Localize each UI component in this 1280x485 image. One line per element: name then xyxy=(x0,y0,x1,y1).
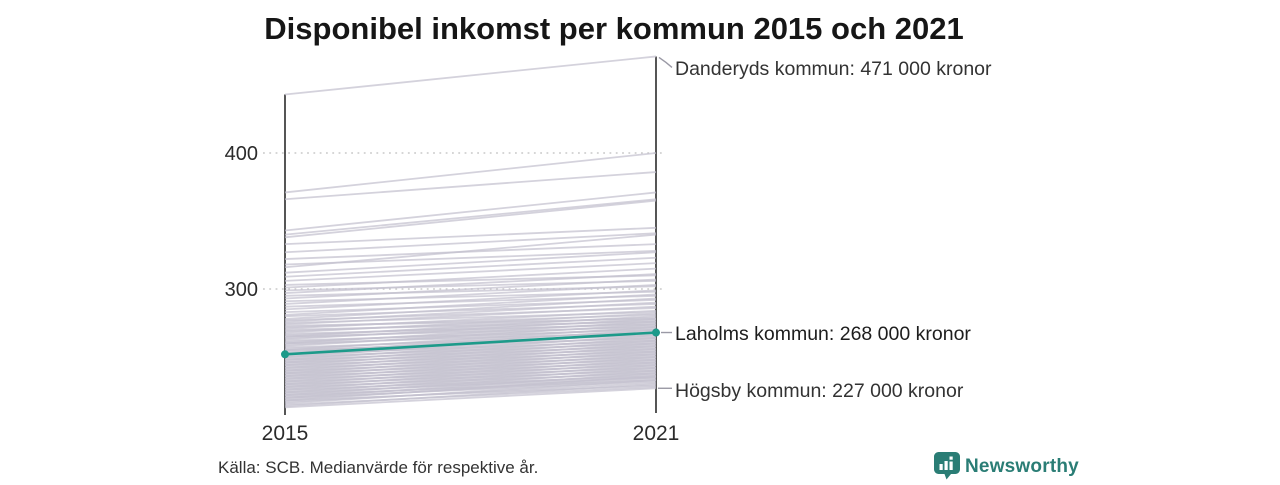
slope-line xyxy=(284,294,657,308)
slope-line xyxy=(284,375,657,391)
y-tick-300: 300 xyxy=(225,279,258,301)
slope-line xyxy=(284,267,657,289)
slope-line xyxy=(284,298,657,314)
slope-line xyxy=(284,342,657,358)
highlighted-series-line xyxy=(281,328,660,359)
slope-line xyxy=(284,256,657,278)
slope-line xyxy=(284,262,657,282)
slope-line xyxy=(284,384,657,402)
slope-line xyxy=(284,274,657,286)
slope-line xyxy=(284,303,657,318)
x-tick-2015: 2015 xyxy=(262,422,309,445)
newsworthy-logo: Newsworthy xyxy=(934,452,1079,480)
slope-line xyxy=(284,386,657,406)
newsworthy-wordmark: Newsworthy xyxy=(965,456,1079,477)
newsworthy-logo-icon xyxy=(934,452,960,480)
annotation-leader-lines xyxy=(658,56,673,389)
gridlines xyxy=(263,152,665,290)
slope-line xyxy=(284,152,657,194)
slope-line xyxy=(284,279,657,292)
slope-line xyxy=(284,320,657,331)
slope-line xyxy=(284,339,657,356)
slope-line xyxy=(284,171,657,201)
slope-line xyxy=(284,372,657,388)
slope-line xyxy=(284,361,657,377)
slope-line xyxy=(284,345,657,361)
slope-line xyxy=(284,369,657,386)
slope-line xyxy=(284,233,657,269)
logo-bar-small xyxy=(939,464,943,470)
slope-line xyxy=(284,55,657,96)
slope-line xyxy=(284,331,657,345)
highlight-line xyxy=(284,331,657,356)
x-tick-2021: 2021 xyxy=(633,422,680,445)
slope-line xyxy=(284,251,657,274)
slope-line xyxy=(284,311,657,324)
slope-line xyxy=(284,358,657,375)
slope-line xyxy=(284,347,657,364)
y-tick-400: 400 xyxy=(225,143,258,165)
slope-line xyxy=(284,364,657,380)
slope-line xyxy=(284,191,657,232)
leader-danderyd xyxy=(658,56,673,68)
chart-title: Disponibel inkomst per kommun 2015 och 2… xyxy=(264,11,963,46)
slope-line xyxy=(284,307,657,322)
slope-line xyxy=(284,323,657,335)
highlight-point-2015 xyxy=(281,350,289,359)
logo-exclamation-dot xyxy=(949,456,953,460)
slope-line xyxy=(284,380,657,399)
highlight-point-2021 xyxy=(652,328,660,337)
logo-bar-medium xyxy=(944,461,948,470)
source-note: Källa: SCB. Medianvärde för respektive å… xyxy=(218,458,538,477)
slope-line xyxy=(284,350,657,367)
slope-line xyxy=(284,387,657,409)
slope-line xyxy=(284,328,657,342)
slope-lines xyxy=(284,55,657,409)
slope-line xyxy=(284,199,657,239)
annotation-laholm: Laholms kommun: 268 000 kronor xyxy=(675,323,971,345)
slope-line xyxy=(284,376,657,394)
annotation-hogsby: Högsby kommun: 227 000 kronor xyxy=(675,380,964,402)
slope-line xyxy=(284,379,657,396)
slope-line xyxy=(284,198,657,236)
annotation-danderyd: Danderyds kommun: 471 000 kronor xyxy=(675,58,992,80)
slope-line xyxy=(284,318,657,327)
slope-line xyxy=(284,353,657,369)
slope-line xyxy=(284,366,657,383)
slope-line xyxy=(284,226,657,246)
slope-line xyxy=(284,326,657,338)
slope-line xyxy=(284,356,657,372)
slope-line xyxy=(284,285,657,297)
slope-line xyxy=(284,290,657,303)
slope-line xyxy=(284,232,657,254)
logo-exclamation-bar xyxy=(949,461,953,470)
